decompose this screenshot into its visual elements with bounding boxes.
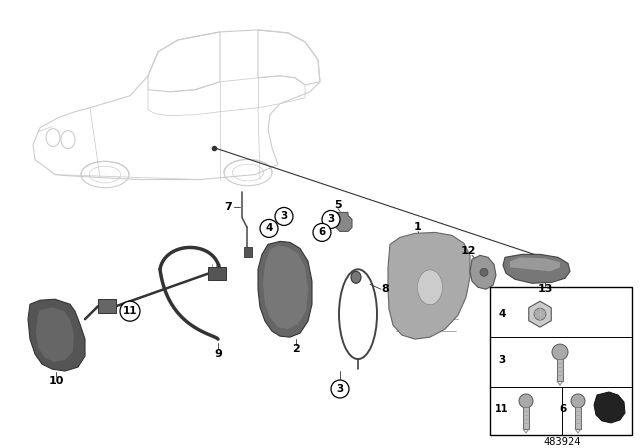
Polygon shape (388, 233, 470, 339)
Text: 5: 5 (334, 200, 342, 211)
Text: 7: 7 (224, 202, 232, 212)
Bar (208, 267, 226, 280)
Polygon shape (36, 307, 74, 362)
Text: 3: 3 (499, 355, 506, 365)
Text: 6: 6 (318, 228, 326, 237)
Polygon shape (470, 255, 496, 289)
Circle shape (260, 220, 278, 237)
Ellipse shape (417, 270, 442, 305)
Text: 12: 12 (460, 246, 476, 256)
Text: 483924: 483924 (543, 437, 580, 447)
Circle shape (552, 344, 568, 360)
Circle shape (480, 268, 488, 276)
Circle shape (571, 394, 585, 408)
Polygon shape (258, 241, 312, 337)
Text: 2: 2 (292, 344, 300, 354)
Text: 3: 3 (337, 384, 344, 394)
Text: 9: 9 (214, 349, 222, 359)
Text: 13: 13 (538, 284, 553, 294)
Polygon shape (529, 301, 551, 327)
Polygon shape (28, 299, 85, 371)
Bar (557, 359, 563, 381)
Text: 3: 3 (328, 215, 335, 224)
Polygon shape (510, 257, 560, 271)
Polygon shape (503, 254, 570, 283)
Circle shape (120, 301, 140, 321)
Bar (575, 407, 581, 429)
Ellipse shape (351, 271, 361, 283)
Bar (523, 407, 529, 429)
Polygon shape (594, 392, 625, 423)
Bar (244, 247, 252, 257)
Circle shape (313, 224, 331, 241)
Text: 8: 8 (381, 284, 389, 294)
Text: 11: 11 (123, 306, 137, 316)
Bar (490, 287, 632, 435)
Text: 1: 1 (414, 222, 422, 233)
Text: 10: 10 (48, 376, 64, 386)
Circle shape (322, 211, 340, 228)
Text: 4: 4 (499, 309, 506, 319)
Circle shape (519, 394, 533, 408)
Circle shape (275, 207, 293, 225)
Circle shape (331, 380, 349, 398)
Text: 11: 11 (495, 404, 509, 414)
Text: 3: 3 (280, 211, 287, 221)
Text: 6: 6 (559, 404, 566, 414)
Text: 4: 4 (266, 224, 273, 233)
Polygon shape (336, 212, 352, 232)
Bar (98, 299, 116, 313)
Circle shape (534, 308, 546, 320)
Polygon shape (263, 246, 308, 329)
